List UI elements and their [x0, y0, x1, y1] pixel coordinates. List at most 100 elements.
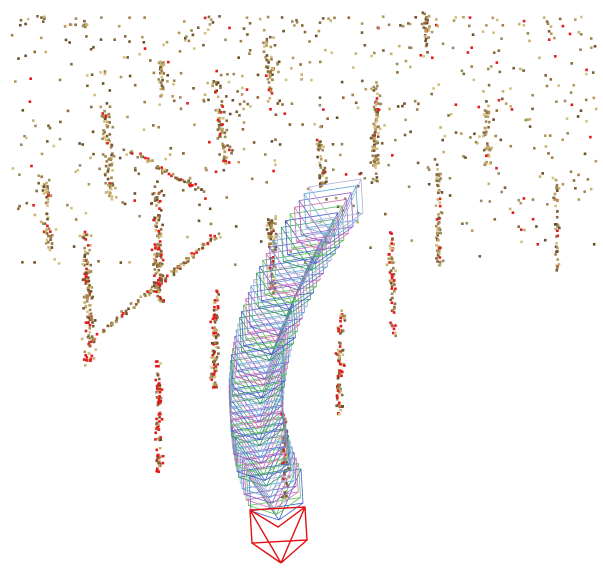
- point: [316, 143, 319, 146]
- point: [85, 268, 88, 271]
- point: [104, 155, 107, 158]
- point: [98, 168, 101, 171]
- point: [531, 94, 534, 97]
- point: [439, 232, 442, 235]
- point: [157, 214, 160, 217]
- point: [213, 314, 216, 317]
- point: [64, 25, 67, 28]
- point: [381, 142, 384, 145]
- point: [153, 217, 156, 220]
- point: [107, 170, 110, 173]
- point: [37, 182, 40, 185]
- point: [475, 141, 478, 144]
- point: [70, 207, 73, 210]
- point: [437, 198, 440, 201]
- point: [292, 57, 295, 60]
- point: [473, 133, 476, 136]
- point: [479, 255, 482, 258]
- point: [393, 279, 396, 282]
- point: [108, 195, 111, 198]
- point: [374, 123, 377, 126]
- point: [376, 148, 379, 151]
- point: [133, 199, 136, 202]
- point: [373, 137, 376, 140]
- point: [374, 129, 377, 132]
- point: [103, 330, 106, 333]
- point: [473, 79, 476, 82]
- point: [169, 153, 172, 156]
- point: [269, 71, 272, 74]
- point: [138, 173, 141, 176]
- point: [155, 225, 158, 228]
- point: [144, 295, 147, 298]
- point: [267, 232, 270, 235]
- point: [274, 222, 277, 225]
- point: [553, 37, 556, 40]
- point: [308, 40, 311, 43]
- point: [171, 95, 174, 98]
- point: [580, 16, 583, 19]
- point: [558, 187, 561, 190]
- point: [191, 254, 194, 257]
- point: [242, 128, 245, 131]
- point: [228, 81, 231, 84]
- point: [337, 328, 340, 331]
- point: [111, 169, 114, 172]
- point: [555, 179, 558, 182]
- point: [159, 240, 162, 243]
- point: [441, 139, 444, 142]
- point: [301, 24, 304, 27]
- point: [154, 268, 157, 271]
- point: [154, 246, 157, 249]
- point: [373, 140, 376, 143]
- point: [134, 84, 137, 87]
- point: [527, 32, 530, 35]
- point: [182, 189, 185, 192]
- point: [387, 257, 390, 260]
- point: [437, 83, 440, 86]
- point: [127, 308, 130, 311]
- point: [339, 363, 342, 366]
- point: [541, 172, 544, 175]
- point: [399, 24, 402, 27]
- point: [143, 41, 146, 44]
- point: [221, 100, 224, 103]
- point: [173, 270, 176, 273]
- point: [271, 140, 274, 143]
- point: [310, 79, 313, 82]
- point: [274, 159, 277, 162]
- point: [158, 291, 161, 294]
- point: [156, 387, 159, 390]
- point: [437, 213, 440, 216]
- point: [110, 188, 113, 191]
- point: [47, 198, 50, 201]
- point: [318, 162, 321, 165]
- point: [91, 296, 94, 299]
- point: [271, 219, 274, 222]
- point: [348, 16, 351, 19]
- point: [502, 90, 505, 93]
- point: [214, 370, 217, 373]
- point: [74, 24, 77, 27]
- point: [435, 257, 438, 260]
- point: [372, 146, 375, 149]
- point: [210, 373, 213, 376]
- point: [339, 342, 342, 345]
- point: [102, 129, 105, 132]
- point: [228, 161, 231, 164]
- point: [222, 117, 225, 120]
- point: [213, 306, 216, 309]
- point: [221, 123, 224, 126]
- point-cloud: [11, 12, 598, 500]
- point: [112, 184, 115, 187]
- point: [51, 234, 54, 237]
- point: [555, 250, 558, 253]
- point: [338, 357, 341, 360]
- point: [217, 96, 220, 99]
- point: [216, 363, 219, 366]
- point: [189, 177, 192, 180]
- point: [159, 391, 162, 394]
- point: [550, 78, 553, 81]
- point: [34, 214, 37, 217]
- point: [315, 35, 318, 38]
